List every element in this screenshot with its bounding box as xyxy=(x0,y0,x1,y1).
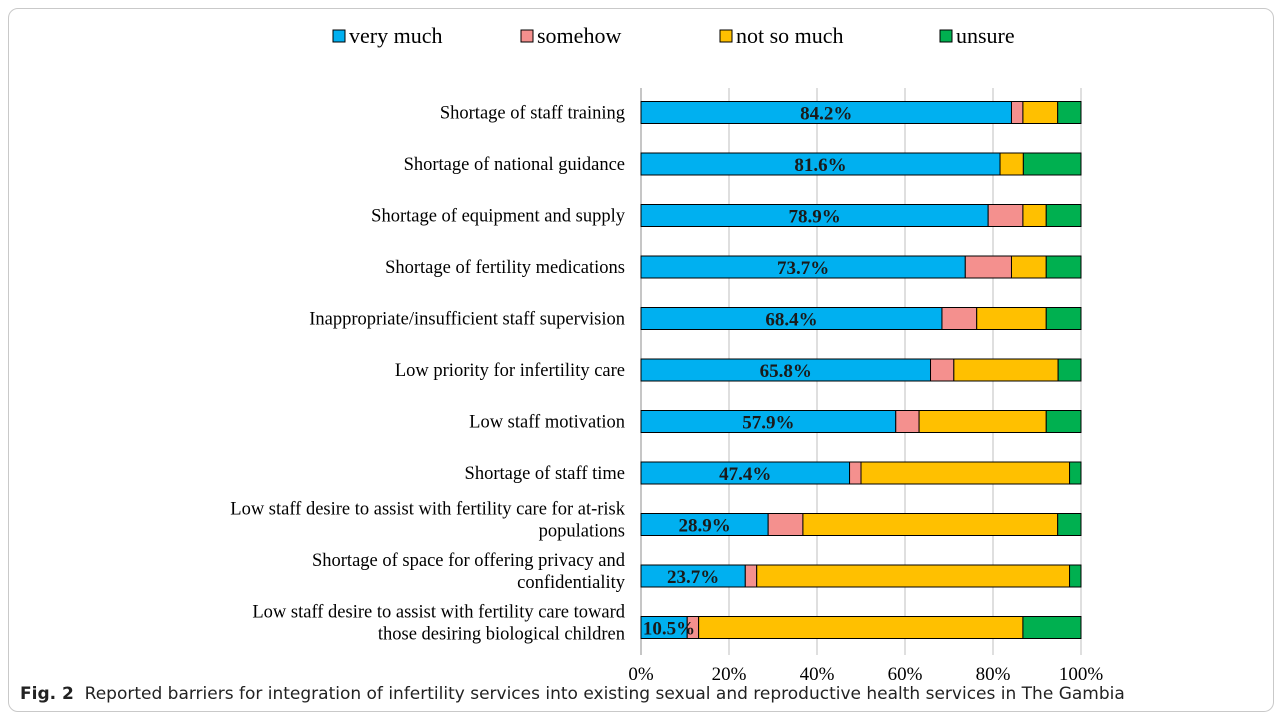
bar-segment xyxy=(767,513,804,536)
legend-swatch xyxy=(520,29,534,43)
caption-label: Fig. 2 xyxy=(20,684,74,704)
category-label: Inappropriate/insufficient staff supervi… xyxy=(309,310,625,330)
data-label: 47.4% xyxy=(719,464,771,485)
bar-segment xyxy=(1057,358,1082,382)
category-label: Shortage of space for offering privacy a… xyxy=(312,551,626,571)
bar-segment xyxy=(1069,461,1082,485)
caption-text: Reported barriers for integration of inf… xyxy=(84,684,1125,704)
x-tick-label: 40% xyxy=(800,664,835,680)
bar-segment xyxy=(1045,204,1082,227)
category-label: Low staff desire to assist with fertilit… xyxy=(230,500,625,520)
bar-segment xyxy=(1010,255,1047,279)
x-tick-label: 80% xyxy=(976,664,1011,680)
bar-segment xyxy=(1022,616,1082,639)
data-label: 84.2% xyxy=(800,104,852,125)
bar-segment xyxy=(849,461,862,485)
bar-segment xyxy=(1057,513,1082,536)
category-label: Low staff motivation xyxy=(469,413,625,433)
category-label: Shortage of fertility medications xyxy=(385,258,625,278)
category-label: Shortage of staff training xyxy=(440,104,625,124)
bar-segment xyxy=(999,152,1024,176)
bar-segment xyxy=(698,616,1024,639)
legend-label: unsure xyxy=(956,23,1015,48)
x-tick-label: 20% xyxy=(712,664,747,680)
data-label: 65.8% xyxy=(760,361,812,382)
bar-segment xyxy=(1045,307,1082,330)
stacked-bar-chart: 0% 20% 40% 60% 80% 100% 84.2% Shortage of staff… xyxy=(230,23,1104,680)
bar-segment xyxy=(1045,255,1082,279)
legend-label: very much xyxy=(349,23,442,48)
category-label: Shortage of staff time xyxy=(465,464,625,484)
bar-segment xyxy=(930,358,955,382)
category-label: Low staff desire to assist with fertilit… xyxy=(252,603,625,623)
data-label: 78.9% xyxy=(788,207,840,228)
bar-segment xyxy=(802,513,1059,536)
category-label: Low priority for infertility care xyxy=(395,361,625,381)
data-label: 10.5% xyxy=(643,619,695,640)
bar-segment xyxy=(987,204,1024,227)
x-tick-label: 100% xyxy=(1059,664,1104,680)
legend-label: somehow xyxy=(537,23,621,48)
data-label: 23.7% xyxy=(667,567,719,588)
category-label: Shortage of equipment and supply xyxy=(371,207,626,227)
category-label: confidentiality xyxy=(517,573,626,593)
bar-segment xyxy=(1010,101,1024,124)
legend-label: not so much xyxy=(736,23,844,48)
bar-segment xyxy=(1022,101,1059,124)
bar-segment xyxy=(744,564,758,588)
bar-segment xyxy=(953,358,1059,382)
legend-swatch xyxy=(939,29,953,43)
data-label: 28.9% xyxy=(678,516,730,537)
bar-segment xyxy=(1022,204,1047,227)
data-label: 81.6% xyxy=(794,155,846,176)
bar-segment xyxy=(941,307,978,330)
figure-caption: Fig. 2 Reported barriers for integration… xyxy=(20,684,1270,704)
bar-segment xyxy=(1045,410,1082,433)
x-tick-label: 60% xyxy=(888,664,923,680)
bar-segment xyxy=(918,410,1047,433)
category-label: populations xyxy=(539,522,625,542)
bar-segment xyxy=(964,255,1012,279)
category-label: those desiring biological children xyxy=(378,625,625,645)
data-label: 73.7% xyxy=(777,258,829,279)
bar-segment xyxy=(895,410,920,433)
data-label: 68.4% xyxy=(765,310,817,331)
data-label: 57.9% xyxy=(742,413,794,434)
bar-segment xyxy=(756,564,1071,588)
legend-swatch xyxy=(332,29,346,43)
legend-swatch xyxy=(719,29,733,43)
bar-segment xyxy=(976,307,1047,330)
bar-segment xyxy=(860,461,1071,485)
bar-segment xyxy=(1057,101,1082,124)
bar-segment xyxy=(1069,564,1082,588)
x-tick-label: 0% xyxy=(628,664,654,680)
category-label: Shortage of national guidance xyxy=(404,155,625,175)
bar-segment xyxy=(1022,152,1082,176)
